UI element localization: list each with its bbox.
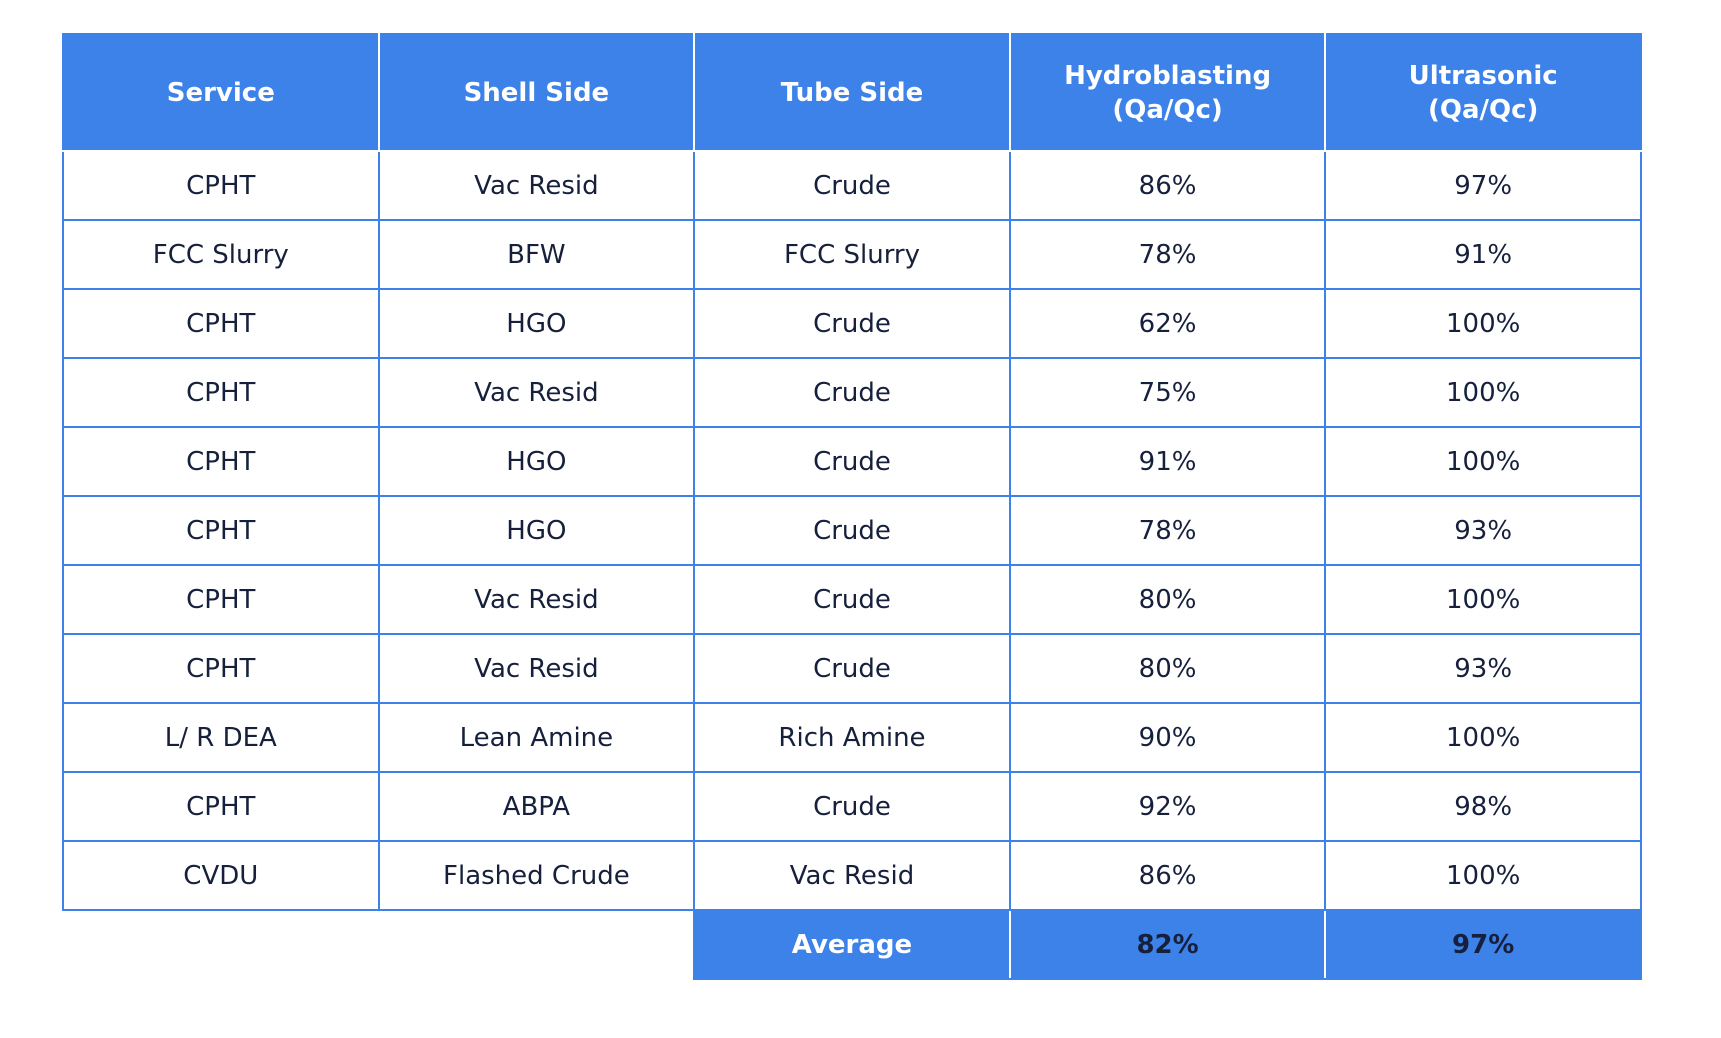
- cell-shell-side: BFW: [377, 219, 696, 290]
- table-row: L/ R DEA Lean Amine Rich Amine 90% 100%: [62, 702, 1642, 773]
- average-ultrasonic: 97%: [1324, 909, 1642, 980]
- cell-tube-side: Crude: [693, 288, 1011, 359]
- table-row: CPHT Vac Resid Crude 75% 100%: [62, 357, 1642, 428]
- cell-service: CPHT: [62, 564, 380, 635]
- cell-tube-side: Rich Amine: [693, 702, 1011, 773]
- cell-shell-side: Vac Resid: [377, 564, 696, 635]
- table-row: FCC Slurry BFW FCC Slurry 78% 91%: [62, 219, 1642, 290]
- cell-service: CPHT: [62, 150, 380, 221]
- cell-shell-side: HGO: [377, 495, 696, 566]
- average-row-spacer: [63, 909, 695, 979]
- cell-tube-side: Crude: [693, 771, 1011, 842]
- cell-shell-side: HGO: [377, 288, 696, 359]
- header-hydroblasting-line1: Hydroblasting: [1064, 60, 1272, 91]
- cell-hydroblasting: 90%: [1008, 702, 1327, 773]
- table-header-row: Service Shell Side Tube Side Hydroblasti…: [62, 33, 1642, 152]
- table-row: CPHT Vac Resid Crude 80% 93%: [62, 633, 1642, 704]
- header-ultrasonic: Ultrasonic (Qa/Qc): [1324, 33, 1642, 152]
- header-ultrasonic-line2: (Qa/Qc): [1427, 94, 1539, 125]
- header-tube-side: Tube Side: [693, 33, 1011, 152]
- header-ultrasonic-line1: Ultrasonic: [1408, 60, 1558, 91]
- cell-service: CPHT: [62, 357, 380, 428]
- header-hydroblasting: Hydroblasting (Qa/Qc): [1008, 33, 1327, 152]
- header-shell-side: Shell Side: [377, 33, 696, 152]
- cell-service: CPHT: [62, 633, 380, 704]
- cell-service: CPHT: [62, 288, 380, 359]
- cell-service: CPHT: [62, 495, 380, 566]
- cell-service: L/ R DEA: [62, 702, 380, 773]
- cell-shell-side: HGO: [377, 426, 696, 497]
- cell-tube-side: Vac Resid: [693, 840, 1011, 911]
- cell-tube-side: FCC Slurry: [693, 219, 1011, 290]
- cell-ultrasonic: 91%: [1324, 219, 1642, 290]
- table-row: CPHT HGO Crude 91% 100%: [62, 426, 1642, 497]
- average-hydroblasting: 82%: [1008, 909, 1327, 980]
- cell-ultrasonic: 100%: [1324, 564, 1642, 635]
- cell-shell-side: Vac Resid: [377, 357, 696, 428]
- cell-service: FCC Slurry: [62, 219, 380, 290]
- cell-hydroblasting: 75%: [1008, 357, 1327, 428]
- cell-tube-side: Crude: [693, 495, 1011, 566]
- average-label: Average: [693, 909, 1011, 980]
- table-row: CPHT Vac Resid Crude 80% 100%: [62, 564, 1642, 635]
- cell-ultrasonic: 93%: [1324, 633, 1642, 704]
- table-body: CPHT Vac Resid Crude 86% 97% FCC Slurry BFW FCC…: [62, 150, 1642, 980]
- cell-hydroblasting: 91%: [1008, 426, 1327, 497]
- table-row: CPHT HGO Crude 62% 100%: [62, 288, 1642, 359]
- cell-shell-side: Lean Amine: [377, 702, 696, 773]
- cell-shell-side: Flashed Crude: [377, 840, 696, 911]
- cell-tube-side: Crude: [693, 426, 1011, 497]
- cell-hydroblasting: 62%: [1008, 288, 1327, 359]
- cell-tube-side: Crude: [693, 564, 1011, 635]
- cell-ultrasonic: 100%: [1324, 840, 1642, 911]
- cell-tube-side: Crude: [693, 357, 1011, 428]
- cell-hydroblasting: 80%: [1008, 564, 1327, 635]
- average-row: Average 82% 97%: [63, 909, 1642, 980]
- cell-ultrasonic: 97%: [1324, 150, 1642, 221]
- cell-ultrasonic: 93%: [1324, 495, 1642, 566]
- table-row: CPHT Vac Resid Crude 86% 97%: [62, 150, 1642, 221]
- cell-ultrasonic: 98%: [1324, 771, 1642, 842]
- header-service: Service: [62, 33, 380, 152]
- cell-ultrasonic: 100%: [1324, 426, 1642, 497]
- cell-hydroblasting: 86%: [1008, 840, 1327, 911]
- cell-hydroblasting: 78%: [1008, 219, 1327, 290]
- cell-service: CPHT: [62, 771, 380, 842]
- table-row: CPHT ABPA Crude 92% 98%: [62, 771, 1642, 842]
- cell-hydroblasting: 78%: [1008, 495, 1327, 566]
- cell-tube-side: Crude: [693, 633, 1011, 704]
- cell-hydroblasting: 92%: [1008, 771, 1327, 842]
- cell-service: CVDU: [62, 840, 380, 911]
- cell-hydroblasting: 86%: [1008, 150, 1327, 221]
- table-row: CPHT HGO Crude 78% 93%: [62, 495, 1642, 566]
- cell-tube-side: Crude: [693, 150, 1011, 221]
- cell-ultrasonic: 100%: [1324, 288, 1642, 359]
- header-hydroblasting-line2: (Qa/Qc): [1112, 94, 1223, 125]
- cell-hydroblasting: 80%: [1008, 633, 1327, 704]
- cell-service: CPHT: [62, 426, 380, 497]
- cell-ultrasonic: 100%: [1324, 702, 1642, 773]
- comparison-table: Service Shell Side Tube Side Hydroblasti…: [62, 33, 1642, 980]
- cell-shell-side: ABPA: [377, 771, 696, 842]
- table-row: CVDU Flashed Crude Vac Resid 86% 100%: [62, 840, 1642, 911]
- cell-ultrasonic: 100%: [1324, 357, 1642, 428]
- cell-shell-side: Vac Resid: [377, 633, 696, 704]
- cell-shell-side: Vac Resid: [377, 150, 696, 221]
